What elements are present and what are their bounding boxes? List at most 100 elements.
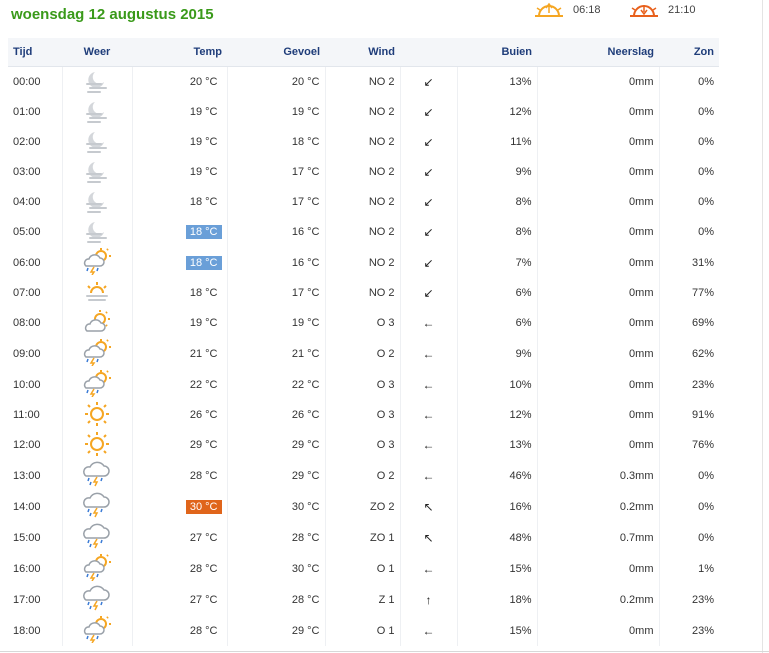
row-wind: NO 2	[324, 217, 400, 247]
row-zon: 0%	[658, 187, 719, 217]
row-wind: ZO 2	[324, 491, 400, 522]
row-neerslag: 0.2mm	[536, 584, 659, 615]
column-header-wind: Wind	[325, 38, 400, 67]
row-zon: 76%	[658, 430, 719, 460]
table-row: 08:00 19 °C 19 °C O 3 ← 6% 0mm 69%	[8, 308, 719, 338]
row-weather	[61, 369, 132, 400]
row-buien: 48%	[456, 522, 537, 553]
row-zon: 0%	[658, 217, 719, 247]
temp-value: 21 °C	[189, 347, 218, 360]
row-zon: 0%	[658, 66, 719, 97]
row-feel: 28 °C	[226, 584, 325, 615]
northeast-wind-arrow: ↙	[423, 195, 434, 209]
row-time: 00:00	[13, 76, 41, 88]
row-neerslag: 0mm	[536, 553, 659, 584]
row-wind: NO 2	[324, 247, 400, 278]
row-wind-direction: ←	[399, 430, 457, 460]
row-weather	[61, 615, 132, 646]
column-header-tijd: Tijd	[8, 38, 62, 67]
row-buien: 9%	[456, 338, 537, 369]
row-wind-direction: ↙	[399, 97, 457, 127]
east-wind-arrow: ←	[422, 377, 435, 392]
table-row: 14:00 30 °C 30 °C ZO 2 ↖ 16% 0.2mm 0%	[8, 491, 719, 522]
row-wind: O 3	[324, 430, 400, 460]
row-wind: O 2	[324, 338, 400, 369]
temp-value: 27 °C	[189, 531, 218, 544]
row-wind-direction: ↙	[399, 187, 457, 217]
row-neerslag: 0mm	[536, 278, 659, 308]
row-neerslag: 0mm	[536, 187, 659, 217]
temp-value: 22 °C	[189, 378, 218, 391]
temp-value: 19 °C	[189, 166, 218, 178]
cloud-rain-thunder-icon	[82, 460, 112, 491]
moon-fog-icon	[83, 129, 111, 156]
row-neerslag: 0mm	[536, 97, 659, 127]
row-weather	[61, 217, 132, 247]
northeast-wind-arrow: ↙	[423, 135, 434, 149]
table-row: 13:00 28 °C 29 °C O 2 ← 46% 0.3mm 0%	[8, 460, 719, 491]
row-time: 13:00	[13, 469, 41, 482]
row-feel: 16 °C	[226, 247, 325, 278]
row-zon: 0%	[658, 97, 719, 127]
table-header-row: Tijd Weer Temp Gevoel Wind Buien Neersla…	[8, 38, 719, 67]
row-zon: 0%	[658, 460, 719, 491]
row-temp: 29 °C	[131, 430, 227, 460]
row-weather	[61, 97, 132, 127]
row-wind: NO 2	[324, 127, 400, 157]
row-wind-direction: ↖	[399, 522, 457, 553]
row-temp: 28 °C	[131, 460, 227, 491]
row-weather	[61, 278, 132, 308]
table-row: 17:00 27 °C 28 °C Z 1 ↑ 18% 0.2mm 23%	[8, 584, 719, 615]
sunset-icon	[630, 5, 658, 17]
row-time: 09:00	[13, 347, 41, 360]
row-zon: 1%	[658, 553, 719, 584]
row-feel: 29 °C	[226, 430, 325, 460]
row-time: 03:00	[13, 166, 41, 178]
row-wind: Z 1	[324, 584, 400, 615]
hourly-forecast-table: Tijd Weer Temp Gevoel Wind Buien Neersla…	[8, 38, 719, 646]
sun-cloud-thunder-icon	[82, 338, 112, 369]
row-weather	[61, 460, 132, 491]
row-neerslag: 0mm	[536, 157, 659, 187]
row-wind-direction: ↙	[399, 127, 457, 157]
row-feel: 19 °C	[226, 308, 325, 338]
row-temp: 19 °C	[131, 127, 227, 157]
row-weather	[61, 157, 132, 187]
row-zon: 91%	[658, 400, 719, 430]
sun-cloud-thunder-icon	[82, 553, 112, 584]
row-time: 05:00	[13, 226, 41, 238]
east-wind-arrow: ←	[422, 623, 435, 638]
row-weather	[61, 308, 132, 338]
row-weather	[61, 430, 132, 460]
row-wind-direction: ↙	[399, 247, 457, 278]
southeast-wind-arrow: ↖	[423, 499, 434, 514]
table-row: 04:00 18 °C 17 °C NO 2 ↙ 8% 0mm 0%	[8, 187, 719, 217]
row-time: 07:00	[13, 287, 41, 299]
east-wind-arrow: ←	[422, 346, 435, 361]
row-weather	[61, 338, 132, 369]
temp-value: 19 °C	[189, 106, 218, 118]
row-buien: 6%	[456, 308, 537, 338]
moon-fog-icon	[83, 189, 111, 216]
row-wind: NO 2	[324, 278, 400, 308]
row-feel: 26 °C	[226, 400, 325, 430]
column-header-weer: Weer	[62, 38, 132, 67]
row-temp: 19 °C	[131, 157, 227, 187]
row-weather	[61, 522, 132, 553]
row-temp: 22 °C	[131, 369, 227, 400]
row-buien: 8%	[456, 187, 537, 217]
row-time: 12:00	[13, 439, 41, 451]
row-feel: 20 °C	[226, 66, 325, 97]
table-row: 03:00 19 °C 17 °C NO 2 ↙ 9% 0mm 0%	[8, 157, 719, 187]
sun-cloud-thunder-icon	[82, 247, 112, 278]
row-feel: 28 °C	[226, 522, 325, 553]
sun-haze-icon	[83, 279, 111, 308]
row-zon: 0%	[658, 491, 719, 522]
table-row: 18:00 28 °C 29 °C O 1 ← 15% 0mm 23%	[8, 615, 719, 646]
temp-value: 20 °C	[189, 76, 218, 88]
column-header-direction	[400, 38, 457, 67]
row-weather	[61, 127, 132, 157]
table-row: 01:00 19 °C 19 °C NO 2 ↙ 12% 0mm 0%	[8, 97, 719, 127]
row-neerslag: 0mm	[536, 247, 659, 278]
column-header-buien: Buien	[457, 38, 537, 67]
